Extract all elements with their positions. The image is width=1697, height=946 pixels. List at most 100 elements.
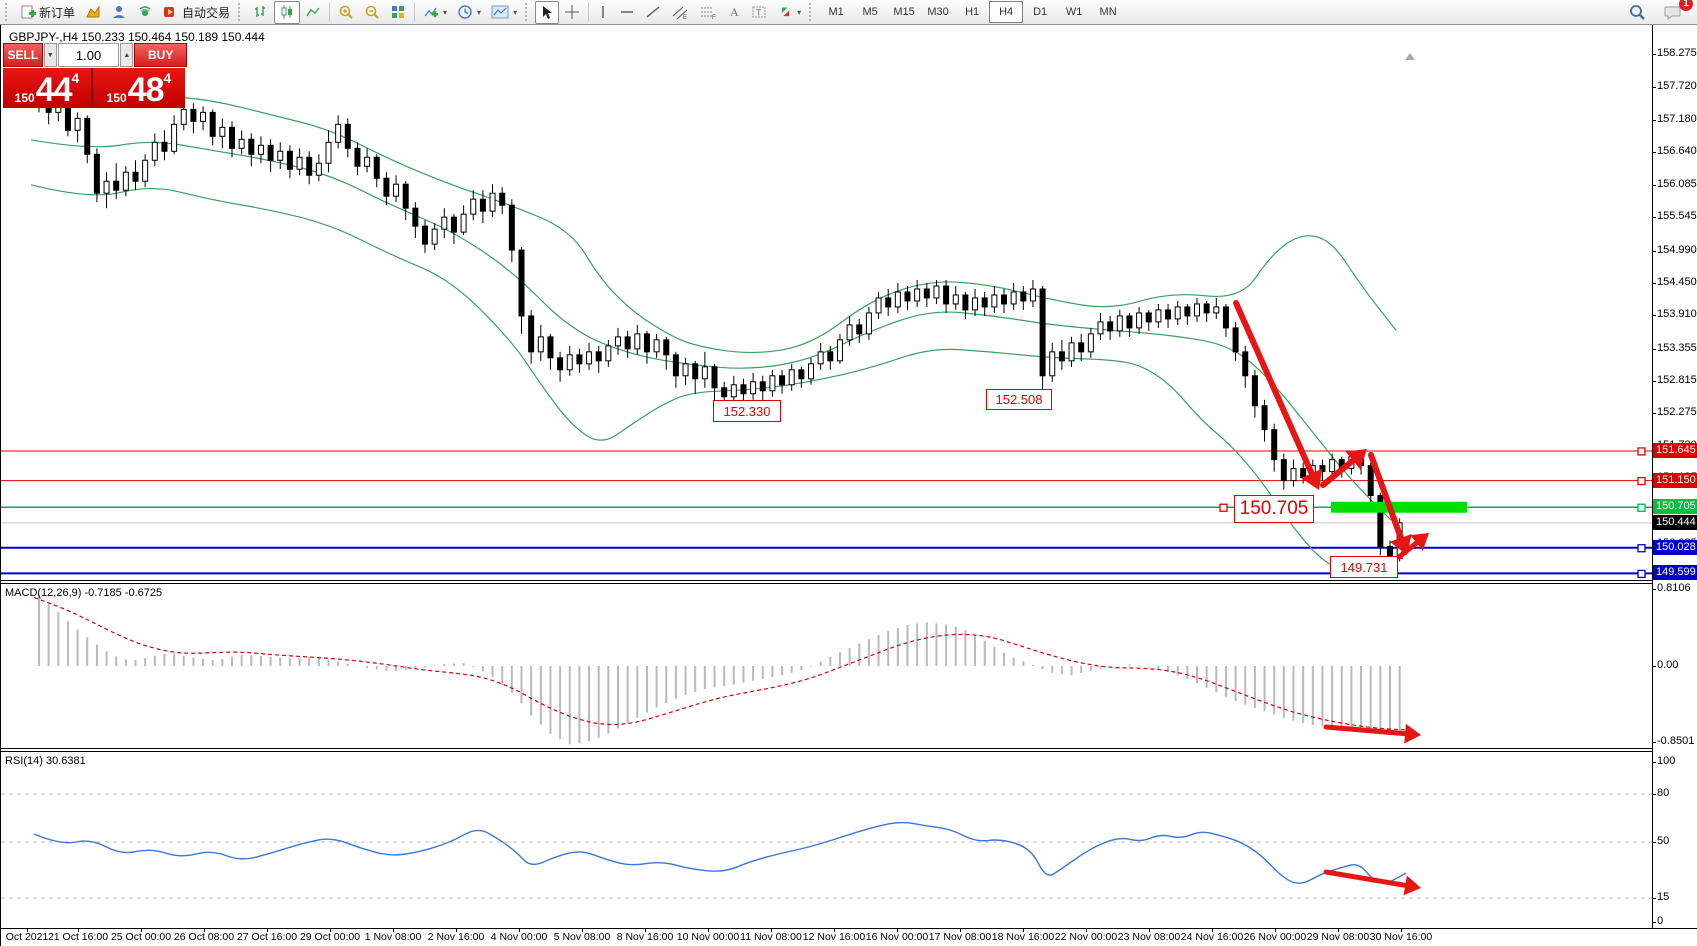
sell-price-integer: 150 <box>14 91 35 105</box>
new-order-icon <box>20 4 36 20</box>
bar-chart-mode-button[interactable] <box>248 1 274 24</box>
buy-price-integer: 150 <box>106 91 127 105</box>
experts-button[interactable] <box>106 1 132 24</box>
zoom-out-icon <box>364 4 380 20</box>
price-line-label: 149.599 <box>1653 565 1697 581</box>
crosshair-tool-button[interactable] <box>559 1 585 24</box>
time-tick <box>1086 928 1087 932</box>
chart-window: GBPJPY-,H4 150.233 150.464 150.189 150.4… <box>0 25 1697 946</box>
horizontal-line-tool-button[interactable] <box>614 1 640 24</box>
line-chart-mode-button[interactable] <box>300 1 326 24</box>
price-callout[interactable]: 152.508 <box>986 389 1052 410</box>
history-button[interactable] <box>80 1 106 24</box>
buy-price-display[interactable]: 150 48 4 <box>93 68 185 108</box>
search-button[interactable] <box>1624 1 1651 24</box>
templates-button[interactable]: ▾ <box>486 1 522 24</box>
bollinger-middle-band <box>30 139 1392 521</box>
vertical-line-tool-button[interactable] <box>592 1 614 24</box>
autotrade-label: 自动交易 <box>182 5 231 20</box>
timeframe-H1[interactable]: H1 <box>965 6 980 18</box>
timeframe-W1[interactable]: W1 <box>1065 6 1083 18</box>
text-label-tool-button[interactable]: T <box>746 1 772 24</box>
time-axis-label: 8 Nov 16:00 <box>616 931 674 943</box>
indicators-button[interactable]: ▾ <box>418 1 452 24</box>
notifications-button[interactable]: 1 <box>1659 0 1693 24</box>
channel-tool-button[interactable]: E <box>666 1 694 24</box>
axis-tick-label: 155.545 <box>1653 210 1697 222</box>
autotrade-icon <box>163 4 179 20</box>
dropdown-caret-icon: ▾ <box>797 7 802 17</box>
price-callout[interactable]: 152.330 <box>713 400 781 422</box>
toolbar-grip <box>525 3 532 21</box>
sell-price-display[interactable]: 150 44 4 <box>3 68 93 108</box>
pane-separator[interactable] <box>1 580 1652 584</box>
support-highlight-bar[interactable] <box>1331 501 1467 513</box>
macd-pane[interactable] <box>1 585 1652 748</box>
signals-button[interactable] <box>132 1 158 24</box>
timeframe-D1[interactable]: D1 <box>1033 6 1048 18</box>
timeframe-MN[interactable]: MN <box>1099 6 1117 18</box>
price-callout[interactable]: 149.731 <box>1330 556 1398 578</box>
line-handle[interactable] <box>1637 447 1646 456</box>
volume-input[interactable]: 1.00 <box>57 43 120 67</box>
arrows-tool-button[interactable]: ▾ <box>772 1 806 24</box>
rsi-pane[interactable] <box>1 753 1652 928</box>
crosshair-icon <box>564 4 580 20</box>
price-callout[interactable]: 150.705 <box>1234 495 1314 523</box>
fibonacci-tool-button[interactable]: F <box>694 1 722 24</box>
volume-increase-button[interactable]: ▲ <box>120 43 134 67</box>
chart-shift-marker[interactable] <box>1405 53 1415 60</box>
time-axis-label: 18 Nov 16:00 <box>991 931 1055 943</box>
notification-badge: 1 <box>1679 0 1693 11</box>
drawn-arrow[interactable] <box>1233 300 1323 490</box>
new-order-button[interactable]: 新订单 <box>15 1 80 24</box>
tile-windows-button[interactable] <box>385 1 411 24</box>
timeframe-M15[interactable]: M15 <box>893 6 915 18</box>
timeframe-M5[interactable]: M5 <box>862 6 878 18</box>
time-tick <box>393 928 394 932</box>
pane-separator[interactable] <box>1 748 1652 752</box>
toolbar-separator <box>329 2 331 22</box>
vertical-line-icon <box>597 4 609 20</box>
autotrade-button[interactable]: 自动交易 <box>158 1 235 24</box>
timeframe-H4[interactable]: H4 <box>989 1 1024 23</box>
trendline-tool-button[interactable] <box>640 1 666 24</box>
time-axis-label: 23 Nov 08:00 <box>1117 931 1181 943</box>
drawn-arrow[interactable] <box>1323 723 1421 744</box>
drawn-arrow[interactable] <box>1323 869 1421 896</box>
dropdown-caret-icon: ▾ <box>443 7 448 17</box>
line-handle[interactable] <box>1219 503 1228 512</box>
chart-ohlc-title: GBPJPY-,H4 150.233 150.464 150.189 150.4… <box>9 30 265 44</box>
history-icon <box>85 4 101 20</box>
line-handle[interactable] <box>1637 569 1646 579</box>
line-handle[interactable] <box>1637 544 1646 553</box>
time-tick <box>645 928 646 932</box>
trendline-icon <box>645 4 661 20</box>
candle-chart-mode-button[interactable] <box>274 0 301 24</box>
time-axis-label: 25 Oct 00:00 <box>110 931 172 943</box>
toolbar-grip <box>238 3 245 21</box>
time-axis-label: Oct 2021 <box>5 931 49 943</box>
timeframe-M1[interactable]: M1 <box>828 6 844 18</box>
main-price-chart[interactable] <box>1 25 1652 580</box>
bollinger-upper-band <box>30 94 1397 354</box>
cursor-tool-button[interactable] <box>535 0 560 24</box>
zoom-in-button[interactable] <box>333 1 359 24</box>
tile-windows-icon <box>390 4 406 20</box>
drawn-arrow[interactable] <box>1396 533 1429 560</box>
text-icon: A <box>727 4 741 20</box>
drawn-arrow[interactable] <box>1320 449 1367 488</box>
timeframe-M30[interactable]: M30 <box>927 6 949 18</box>
buy-price-point: 4 <box>163 70 172 86</box>
periods-button[interactable]: ▾ <box>452 1 486 24</box>
volume-decrease-button[interactable]: ▼ <box>43 43 57 67</box>
indicators-icon <box>423 4 439 20</box>
line-handle[interactable] <box>1637 503 1646 512</box>
sell-button[interactable]: SELL <box>3 43 43 67</box>
buy-button[interactable]: BUY <box>134 43 188 67</box>
zoom-out-button[interactable] <box>359 1 385 24</box>
text-tool-button[interactable]: A <box>722 1 746 24</box>
line-handle[interactable] <box>1637 476 1646 486</box>
time-axis-label: 17 Nov 08:00 <box>928 931 992 943</box>
fibonacci-icon: F <box>699 4 717 20</box>
